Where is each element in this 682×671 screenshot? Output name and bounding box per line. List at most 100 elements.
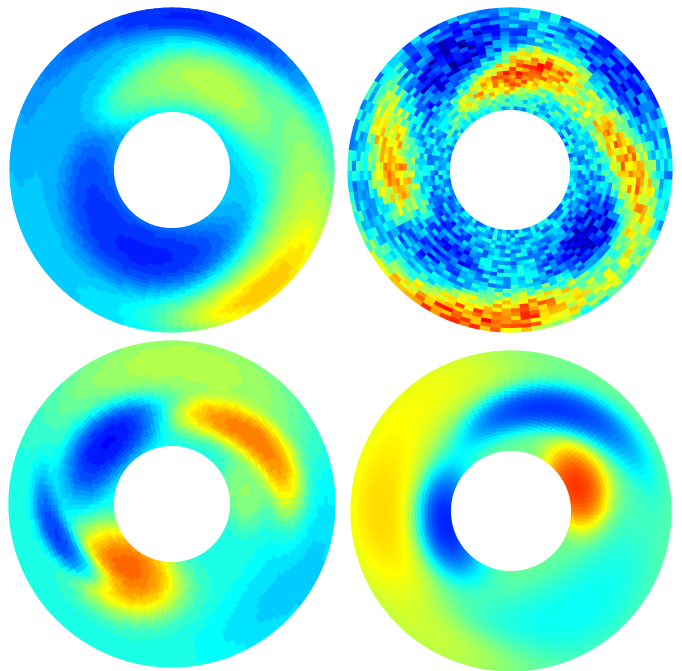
field-cell: [181, 261, 188, 267]
field-cell: [267, 164, 273, 171]
field-cell: [167, 234, 173, 240]
field-cell: [174, 231, 180, 236]
field-cell: [89, 173, 94, 180]
field-cell: [160, 272, 168, 278]
field-cell: [176, 66, 184, 72]
field-cell: [92, 173, 98, 179]
field-cell: [167, 94, 173, 99]
field-cell: [264, 174, 269, 181]
field-cell: [64, 158, 70, 166]
field-cell: [85, 160, 91, 167]
field-cell: [168, 227, 173, 233]
field-cell: [243, 161, 248, 167]
field-cell: [68, 169, 73, 177]
field-cell: [253, 155, 258, 162]
field-cell: [75, 159, 80, 166]
field-cell: [82, 160, 87, 167]
field-cell: [171, 231, 176, 236]
field-cell: [75, 179, 81, 186]
field-cell: [166, 265, 173, 271]
field-cell: [266, 153, 272, 161]
field-cell: [171, 83, 178, 88]
field-cell: [171, 234, 177, 240]
field-cell: [68, 179, 74, 187]
field-cell: [75, 169, 80, 176]
field-cell: [110, 172, 115, 177]
field-cell: [175, 255, 182, 260]
field-cell: [250, 169, 255, 175]
field-cell: [271, 163, 276, 171]
field-cell: [174, 104, 180, 109]
field-cell: [250, 173, 255, 180]
field-cell: [260, 159, 266, 166]
field-cell: [175, 83, 182, 89]
field-cell: [180, 258, 188, 263]
field-cell: [261, 169, 266, 176]
field-cell: [181, 66, 189, 72]
field-cell: [163, 97, 169, 103]
field-cell: [175, 241, 181, 246]
field-cell: [274, 174, 280, 182]
field-cell: [243, 165, 248, 171]
field-cell: [155, 268, 163, 274]
field-cell: [264, 164, 269, 171]
field-cell: [177, 227, 183, 232]
panel-top-right: [347, 7, 673, 333]
field-cell: [99, 165, 104, 171]
field-cell: [106, 172, 111, 178]
field-cell: [166, 252, 173, 257]
field-cell: [254, 169, 259, 176]
field-cell: [78, 174, 84, 181]
field-cell: [181, 264, 189, 270]
field-cell: [79, 154, 84, 162]
field-cell: [171, 248, 177, 253]
field-cell: [167, 97, 173, 102]
field-cell: [175, 90, 181, 96]
field-cell: [175, 87, 182, 92]
field-cell: [164, 104, 170, 109]
field-cell: [167, 238, 173, 243]
field-cell: [175, 94, 181, 99]
field-cell: [78, 169, 83, 176]
field-cell: [161, 258, 168, 264]
field-cell: [82, 164, 87, 171]
field-cell: [64, 163, 70, 171]
field-cell: [250, 165, 255, 171]
field-cell: [176, 76, 183, 82]
field-cell: [162, 80, 169, 85]
field-cell: [236, 165, 242, 171]
field-cell: [171, 73, 178, 78]
field-cell: [257, 164, 262, 171]
field-cell: [167, 100, 173, 106]
field-cell: [171, 241, 177, 246]
field-cell: [175, 251, 182, 257]
field-cell: [233, 166, 238, 171]
field-cell: [232, 159, 238, 164]
field-cell: [160, 265, 168, 271]
field-cell: [171, 69, 178, 75]
field-cell: [167, 90, 173, 95]
field-cell: [260, 178, 265, 186]
field-cell: [157, 80, 164, 86]
field-cell: [181, 73, 188, 79]
field-cell: [180, 77, 188, 82]
field-cell: [103, 173, 108, 178]
field-cell: [162, 83, 169, 89]
field-cell: [99, 161, 105, 167]
field-cell: [171, 262, 178, 267]
field-cell: [233, 172, 238, 178]
field-cell: [179, 244, 185, 250]
field-cell: [106, 162, 111, 168]
field-cell: [102, 165, 108, 171]
field-cell: [175, 80, 182, 85]
field-cell: [162, 251, 169, 257]
field-cell: [75, 154, 81, 161]
field-cell: [330, 160, 335, 171]
field-cell: [71, 169, 77, 176]
field-cell: [171, 245, 177, 250]
field-cell: [163, 90, 169, 96]
field-cell: [176, 73, 183, 78]
field-cell: [239, 158, 245, 164]
field-cell: [78, 164, 83, 171]
field-cell: [165, 272, 173, 278]
